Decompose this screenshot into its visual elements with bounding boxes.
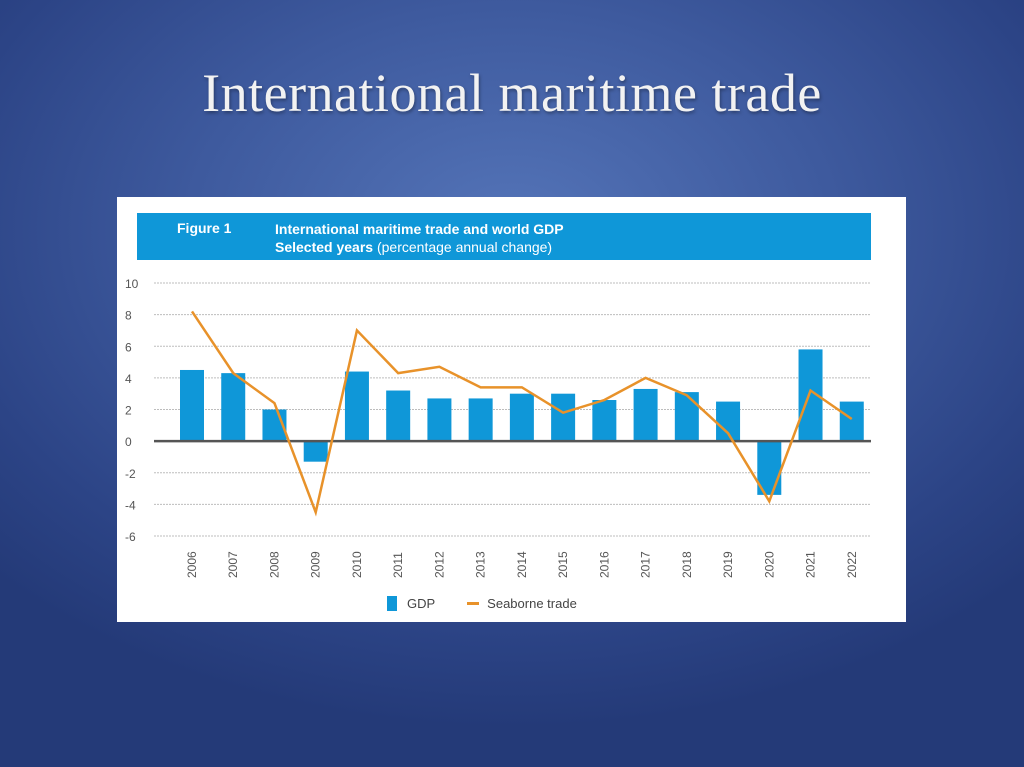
gdp-bar	[509, 393, 534, 442]
y-tick-label: 6	[125, 340, 132, 354]
x-tick-label: 2009	[309, 551, 323, 578]
figure-title-block: International maritime trade and world G…	[275, 220, 564, 256]
gdp-bar	[427, 398, 452, 442]
x-tick-label: 2021	[804, 551, 818, 578]
legend-seaborne-label: Seaborne trade	[487, 596, 577, 611]
gdp-bar	[551, 393, 576, 442]
chart-plot: 10 8 6 4 2 0 -2 -4 -6 2006 2007 2008 2009 2010 2011 201…	[125, 277, 871, 578]
x-tick-label: 2008	[267, 551, 281, 578]
legend-gdp-swatch	[387, 596, 397, 611]
slide-title: International maritime trade	[202, 63, 822, 123]
x-tick-label: 2022	[845, 551, 859, 578]
gdp-bar	[303, 441, 328, 462]
figure-label: Figure 1	[177, 220, 232, 236]
x-tick-label: 2011	[391, 552, 405, 578]
x-tick-label: 2010	[350, 551, 364, 578]
x-tick-label: 2013	[474, 551, 488, 578]
gdp-bar	[592, 400, 617, 442]
y-tick-label: 0	[125, 435, 132, 449]
figure-header: Figure 1 International maritime trade an…	[137, 213, 871, 260]
figure-title: International maritime trade and world G…	[275, 221, 564, 237]
gdp-bar	[344, 371, 369, 442]
gdp-bar	[468, 398, 493, 442]
y-tick-label: 4	[125, 372, 132, 386]
x-tick-label: 2014	[515, 551, 529, 578]
gdp-bar	[386, 390, 411, 442]
gdp-bar	[633, 388, 658, 442]
y-tick-label: 8	[125, 309, 132, 323]
y-tick-label: 10	[125, 277, 139, 291]
chart-legend: GDP Seaborne trade	[387, 596, 577, 611]
seaborne-trade-line	[190, 310, 853, 517]
x-tick-label: 2006	[185, 551, 199, 578]
gdp-bar	[839, 401, 864, 442]
x-tick-label: 2016	[597, 551, 611, 578]
x-tick-label: 2007	[226, 551, 240, 578]
figure-subtitle-note: (percentage annual change)	[376, 239, 553, 255]
x-tick-label: 2012	[432, 551, 446, 578]
gdp-bar	[674, 392, 699, 442]
y-tick-label: 2	[125, 404, 132, 418]
figure-panel: Figure 1 International maritime trade an…	[117, 197, 906, 622]
x-tick-label: 2019	[721, 551, 735, 578]
x-tick-label: 2015	[556, 551, 570, 578]
x-tick-label: 2020	[762, 551, 776, 578]
figure-subtitle: Selected years (percentage annual change…	[275, 238, 564, 256]
y-tick-label: -4	[125, 498, 136, 512]
gdp-bar	[180, 369, 204, 442]
x-tick-label: 2017	[639, 551, 653, 578]
figure-subtitle-bold: Selected years	[275, 239, 374, 255]
x-tick-label: 2018	[680, 551, 694, 578]
legend-seaborne-swatch	[467, 602, 480, 605]
legend-gdp-label: GDP	[407, 596, 436, 611]
y-tick-label: -2	[125, 467, 136, 481]
gdp-bar	[221, 373, 246, 442]
y-tick-label: -6	[125, 530, 136, 544]
